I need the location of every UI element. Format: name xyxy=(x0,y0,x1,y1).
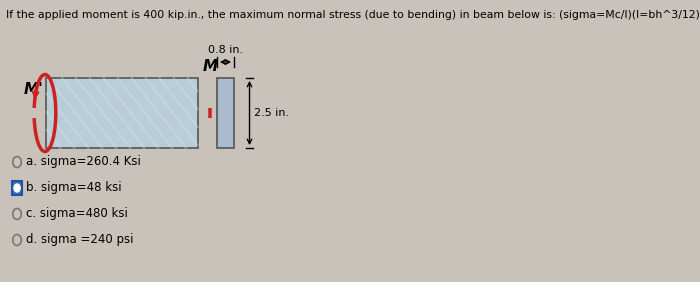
Bar xyxy=(46,78,197,148)
Text: 0.8 in.: 0.8 in. xyxy=(208,45,243,55)
Text: b. sigma=48 ksi: b. sigma=48 ksi xyxy=(26,182,121,195)
Bar xyxy=(12,181,22,195)
Text: d. sigma =240 psi: d. sigma =240 psi xyxy=(26,233,133,246)
Text: c. sigma=480 ksi: c. sigma=480 ksi xyxy=(26,208,127,221)
Circle shape xyxy=(14,184,20,192)
Text: a. sigma=260.4 Ksi: a. sigma=260.4 Ksi xyxy=(26,155,141,169)
Text: If the applied moment is 400 kip.in., the maximum normal stress (due to bending): If the applied moment is 400 kip.in., th… xyxy=(6,10,700,20)
Text: M: M xyxy=(203,59,218,74)
Text: M': M' xyxy=(23,82,43,97)
Text: 2.5 in.: 2.5 in. xyxy=(254,108,289,118)
Bar xyxy=(217,78,234,148)
